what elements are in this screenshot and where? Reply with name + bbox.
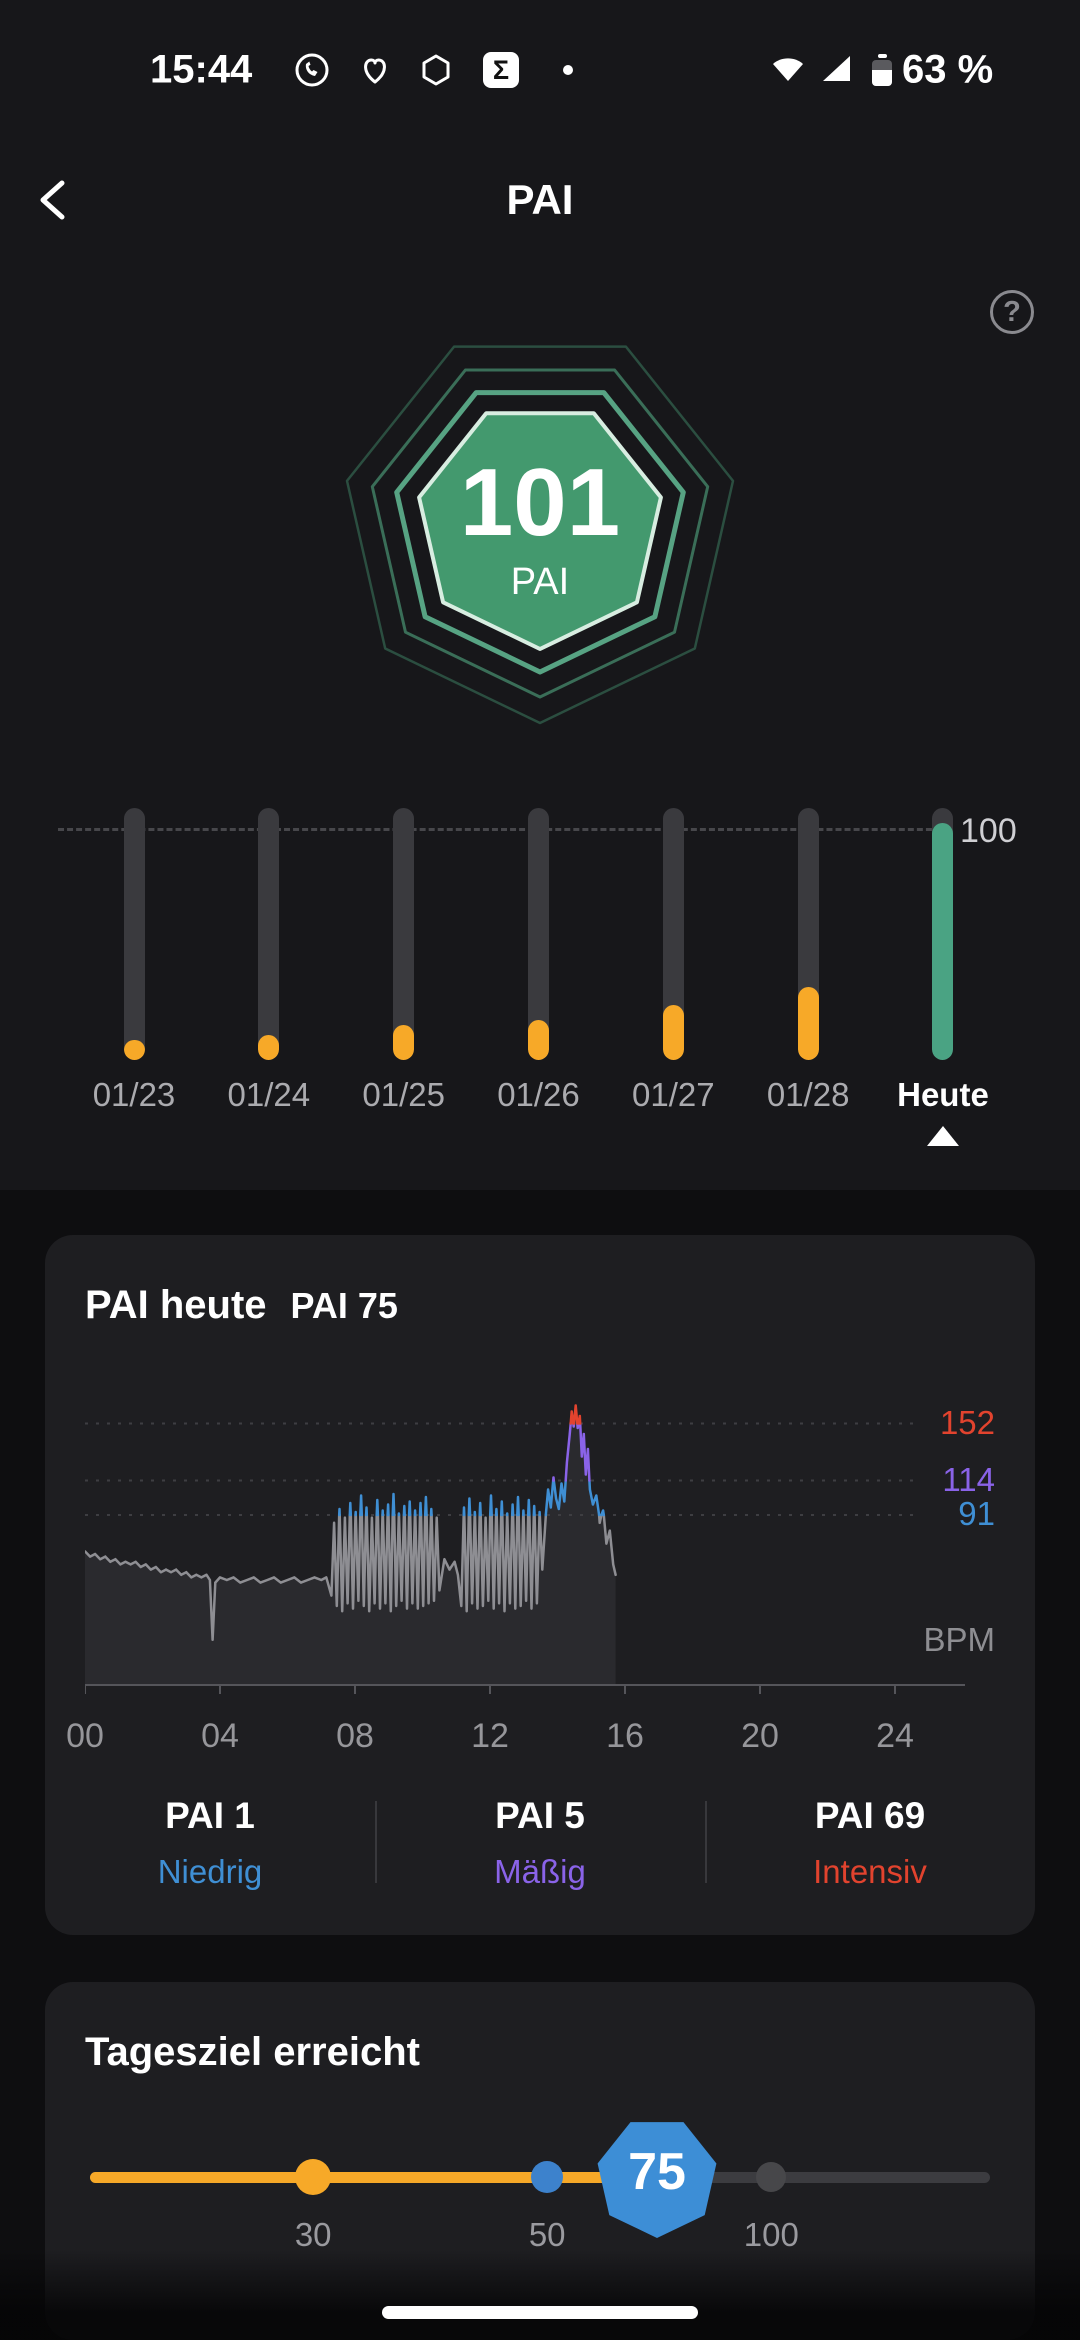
slider-mark[interactable] <box>531 2161 564 2193</box>
header: PAI <box>0 158 1080 242</box>
day-bar-label: 01/24 <box>227 1076 311 1113</box>
day-bar-label: 01/27 <box>632 1076 715 1113</box>
zone-low-value: PAI 1 <box>165 1795 255 1836</box>
day-bar-label: 01/28 <box>766 1076 850 1113</box>
heart-rate-chart: BPM 00 04 08 12 16 20 24 152 114 91 <box>45 1365 1035 1795</box>
x-axis-label: 08 <box>336 1717 374 1755</box>
slider-mark-label: 50 <box>528 2216 566 2253</box>
day-bar[interactable]: 01/28 <box>738 808 878 1114</box>
zone-intense: PAI 69 Intensiv <box>705 1795 1035 1891</box>
sync-icon <box>416 50 456 90</box>
threshold-label: 91 <box>958 1495 995 1532</box>
day-bar-label: Heute <box>897 1076 989 1113</box>
chevron-left-icon <box>40 180 65 220</box>
bottom-scrim <box>0 2250 1080 2340</box>
pai-unit-label: PAI <box>510 561 570 603</box>
zone-divider <box>705 1801 707 1883</box>
slider-mark-label: 30 <box>294 2216 332 2253</box>
week-chart: 100 01/23 01/24 01/25 01/26 01/27 01/28 Heute <box>0 800 1080 1146</box>
status-bar: 15:44 Σ <box>0 26 1080 114</box>
slider-mark-label: 100 <box>743 2216 799 2253</box>
sigma-icon: Σ <box>481 50 521 90</box>
card-title-tagesziel: Tagesziel erreicht <box>85 2030 420 2074</box>
day-bar[interactable]: 01/27 <box>603 808 743 1114</box>
zone-low: PAI 1 Niedrig <box>45 1795 375 1891</box>
goal-dashed-line <box>58 828 950 831</box>
notification-dot <box>548 50 588 90</box>
battery-percent: 63 % <box>902 47 994 92</box>
goal-slider[interactable]: 30 50 100 75 <box>45 2112 1035 2312</box>
pai-score: 101 <box>459 449 621 556</box>
battery-icon <box>862 50 902 90</box>
x-axis-label: 04 <box>201 1717 239 1755</box>
slider-fill <box>90 2172 657 2183</box>
x-axis-label: 24 <box>876 1717 914 1755</box>
zone-divider <box>375 1801 377 1883</box>
goal-line-label: 100 <box>960 812 1017 850</box>
question-mark-icon: ? <box>1003 295 1021 328</box>
pai-badge: 101 PAI <box>327 312 753 738</box>
help-button[interactable]: ? <box>990 290 1034 334</box>
day-bar[interactable]: 01/26 <box>468 808 608 1114</box>
x-axis-labels: 00 04 08 12 16 20 24 <box>45 1717 1035 1761</box>
zone-low-label: Niedrig <box>157 1853 263 1890</box>
zone-intense-label: Intensiv <box>813 1853 927 1890</box>
clock: 15:44 <box>150 47 253 92</box>
day-bar[interactable]: Heute <box>873 808 1013 1146</box>
page-title: PAI <box>506 176 574 223</box>
slider-value-badge[interactable]: 75 <box>597 2122 717 2238</box>
x-axis-label: 00 <box>66 1717 104 1755</box>
threshold-label: 114 <box>942 1460 995 1498</box>
card-title-pai-heute: PAI heute <box>85 1283 267 1327</box>
zone-intense-value: PAI 69 <box>814 1795 926 1836</box>
pai-today-value: PAI 75 <box>290 1285 398 1326</box>
zone-moderate-value: PAI 5 <box>495 1795 585 1836</box>
home-indicator[interactable] <box>382 2306 698 2319</box>
pai-today-card: PAI heute PAI 75 BPM 00 04 08 12 16 20 24 152 1… <box>45 1235 1035 1935</box>
threshold-label: 152 <box>939 1403 995 1441</box>
cellular-icon <box>816 50 856 90</box>
pai-badge-rings <box>345 345 735 725</box>
day-bar-label: 01/25 <box>362 1076 445 1113</box>
day-bar-label: 01/23 <box>92 1076 176 1113</box>
heart-rate-chart-svg <box>85 1404 965 1694</box>
bpm-unit-label: BPM <box>923 1621 995 1658</box>
selected-day-pointer <box>926 1126 959 1146</box>
day-bar[interactable]: 01/23 <box>64 808 204 1114</box>
whatsapp-icon <box>292 50 332 90</box>
x-axis-label: 20 <box>741 1717 779 1755</box>
back-button[interactable] <box>28 172 84 228</box>
day-bar-label: 01/26 <box>497 1076 580 1113</box>
wifi-icon <box>768 50 808 90</box>
day-bar[interactable]: 01/24 <box>199 808 339 1114</box>
zone-moderate-label: Mäßig <box>494 1853 586 1890</box>
day-bar[interactable]: 01/25 <box>334 808 474 1114</box>
slider-mark[interactable] <box>756 2162 787 2192</box>
pai-zones: PAI 1 Niedrig PAI 5 Mäßig PAI 69 Intensi… <box>45 1795 1035 1905</box>
slider-mark[interactable] <box>295 2159 332 2195</box>
x-axis-label: 16 <box>606 1717 644 1755</box>
heart-icon <box>355 50 395 90</box>
battery-fill <box>872 69 892 86</box>
x-axis-label: 12 <box>471 1717 509 1755</box>
zone-moderate: PAI 5 Mäßig <box>375 1795 705 1891</box>
